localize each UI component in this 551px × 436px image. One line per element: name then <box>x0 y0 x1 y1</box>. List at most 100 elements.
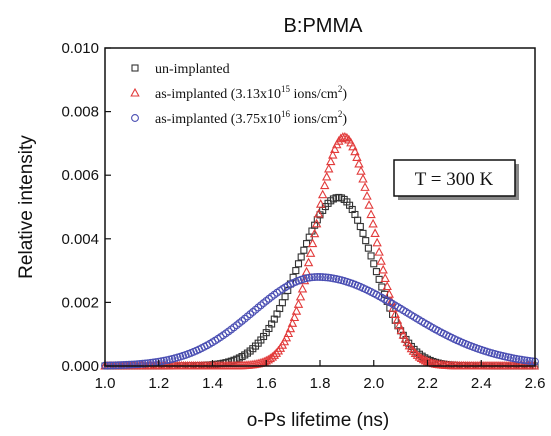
data-point <box>372 237 382 247</box>
data-point <box>514 355 523 364</box>
data-point <box>330 144 340 153</box>
data-point <box>342 132 352 142</box>
data-point <box>269 350 280 359</box>
data-point <box>114 361 123 370</box>
x-axis-ticks: 1.0 1.2 1.4 1.6 1.8 2.0 2.2 2.4 2.6 <box>95 360 546 392</box>
y-tick-label: 0.000 <box>61 358 99 375</box>
data-point <box>362 237 370 245</box>
data-point <box>157 357 166 366</box>
data-point <box>119 361 128 369</box>
x-tick-label: 1.0 <box>95 375 116 392</box>
data-point <box>396 325 407 335</box>
data-point <box>326 156 336 166</box>
data-point <box>319 180 330 190</box>
data-point <box>370 228 380 237</box>
data-point <box>340 131 350 141</box>
x-tick-label: 2.6 <box>525 375 546 392</box>
data-point <box>305 248 316 257</box>
data-point <box>238 316 247 325</box>
y-tick-label: 0.004 <box>61 231 99 248</box>
data-point <box>307 238 318 248</box>
data-point <box>313 273 322 281</box>
data-point <box>133 360 142 369</box>
data-point <box>364 200 374 209</box>
data-point <box>305 273 314 282</box>
data-point <box>366 209 376 219</box>
data-point <box>356 166 366 175</box>
x-axis-label: o-Ps lifetime (ns) <box>247 410 390 431</box>
data-point <box>315 199 326 208</box>
data-point <box>263 354 273 364</box>
data-point <box>141 359 150 368</box>
data-point <box>367 252 375 260</box>
data-point <box>350 146 360 156</box>
data-point <box>300 246 308 254</box>
data-point <box>287 318 298 327</box>
data-point <box>307 273 316 282</box>
data-point <box>412 350 423 359</box>
data-point <box>311 218 322 228</box>
data-point <box>509 354 518 363</box>
data-point <box>321 273 330 282</box>
x-tick-label: 1.2 <box>148 375 169 392</box>
legend-label: as-implanted (3.75x1016 ions/cm2) <box>155 109 347 127</box>
y-tick-label: 0.010 <box>61 40 99 57</box>
data-point <box>522 356 531 365</box>
data-point <box>122 360 131 369</box>
data-point <box>310 273 319 281</box>
data-point <box>317 189 328 199</box>
x-tick-label: 2.2 <box>417 375 438 392</box>
data-point <box>281 293 289 301</box>
data-point <box>512 354 521 363</box>
data-point <box>380 273 390 282</box>
data-point <box>359 229 367 237</box>
annotation-box <box>393 159 516 197</box>
data-point <box>285 323 296 333</box>
data-point <box>370 260 378 268</box>
data-point <box>303 257 314 267</box>
data-point <box>352 152 362 161</box>
data-point <box>358 173 368 183</box>
data-point <box>321 171 332 181</box>
y-tick-label: 0.002 <box>61 294 99 311</box>
data-point <box>410 348 421 357</box>
x-tick-label: 2.0 <box>363 375 384 392</box>
data-point <box>364 244 372 252</box>
x-tick-label: 1.6 <box>256 375 277 392</box>
data-point <box>368 218 378 228</box>
data-point <box>130 360 139 369</box>
x-tick-label: 2.4 <box>471 375 492 392</box>
data-point <box>278 299 286 307</box>
data-point <box>378 264 388 274</box>
data-point <box>127 360 136 369</box>
data-point <box>251 305 260 314</box>
legend: un-implanted as-implanted (3.13x1015 ions… <box>130 62 347 127</box>
x-tick-label: 1.4 <box>202 375 223 392</box>
series-3-points <box>101 273 539 370</box>
data-point <box>309 228 320 238</box>
y-axis-ticks: 0.000 0.002 0.004 0.006 0.008 0.010 <box>61 40 111 375</box>
data-point <box>254 303 263 312</box>
data-point <box>294 260 303 268</box>
data-point <box>316 273 324 281</box>
data-point <box>520 356 529 365</box>
x-tick-label: 1.8 <box>310 375 331 392</box>
data-point <box>326 274 335 282</box>
data-point <box>354 158 364 168</box>
y-axis-label: Relative intensity <box>16 135 37 279</box>
legend-label: as-implanted (3.13x1015 ions/cm2) <box>155 84 347 102</box>
legend-marker <box>131 114 139 122</box>
data-point <box>414 351 425 361</box>
data-point <box>394 320 405 330</box>
y-tick-label: 0.008 <box>61 104 99 121</box>
data-point <box>372 268 380 276</box>
data-point <box>293 299 304 308</box>
data-point <box>324 273 333 282</box>
annotation-text: T = 300 K <box>415 169 494 190</box>
data-point <box>392 315 402 324</box>
data-point <box>324 163 334 173</box>
data-point <box>374 246 384 256</box>
data-point <box>243 312 252 321</box>
legend-label: un-implanted <box>155 62 230 77</box>
